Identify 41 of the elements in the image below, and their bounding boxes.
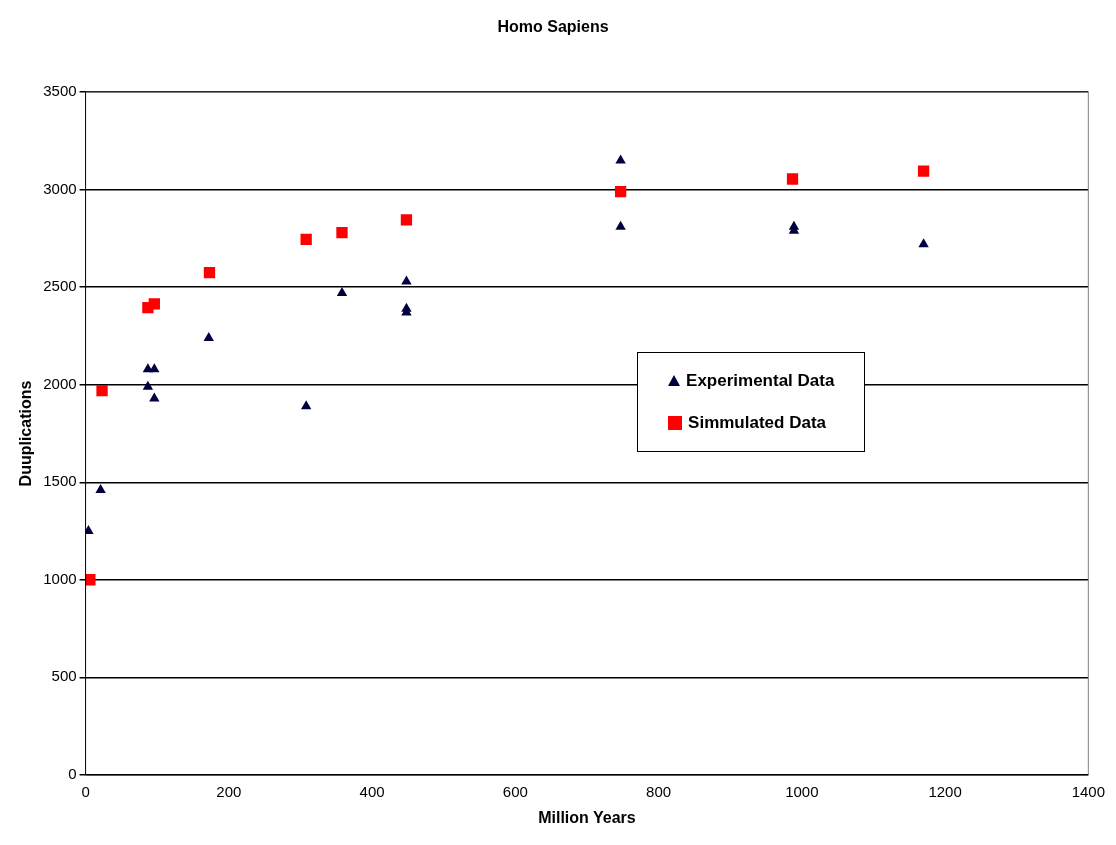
point <box>786 173 799 185</box>
point <box>95 484 106 494</box>
y-tick-label: 500 <box>51 667 77 685</box>
point <box>918 238 929 248</box>
chart-title: Homo Sapiens <box>497 18 609 36</box>
x-tick-label: 1000 <box>785 782 819 800</box>
x-tick-label: 800 <box>646 782 672 800</box>
x-tick-label: 1400 <box>1071 782 1105 800</box>
y-tick-label: 3000 <box>43 179 77 197</box>
point <box>96 384 108 397</box>
point <box>917 165 930 177</box>
point <box>85 525 94 535</box>
legend-label: Experimental Data <box>686 370 835 391</box>
x-tick-label: 600 <box>502 782 528 800</box>
y-tick-label: 1000 <box>43 569 77 587</box>
x-axis-title: Million Years <box>538 808 636 826</box>
x-tick-label: 0 <box>81 782 90 800</box>
point <box>300 400 312 410</box>
point <box>400 214 413 226</box>
point <box>203 266 216 279</box>
point <box>142 380 154 390</box>
y-tick-label: 0 <box>68 764 77 782</box>
point <box>336 287 348 297</box>
point <box>614 186 627 198</box>
point <box>615 220 626 230</box>
y-tick-label: 1500 <box>43 472 77 490</box>
legend-label: Simmulated Data <box>688 412 827 433</box>
point <box>401 275 412 285</box>
y-tick-label: 3500 <box>43 82 77 100</box>
x-tick-label: 200 <box>216 782 242 800</box>
y-tick-label: 2500 <box>43 277 77 295</box>
y-axis-title: Duuplications <box>17 380 35 487</box>
point <box>203 331 214 341</box>
point <box>85 574 96 586</box>
y-tick-label: 2000 <box>43 374 77 392</box>
x-tick-label: 1200 <box>928 782 962 800</box>
point <box>300 233 312 246</box>
point <box>149 363 160 373</box>
x-tick-label: 400 <box>359 782 385 800</box>
point <box>336 226 348 239</box>
point <box>148 298 160 310</box>
